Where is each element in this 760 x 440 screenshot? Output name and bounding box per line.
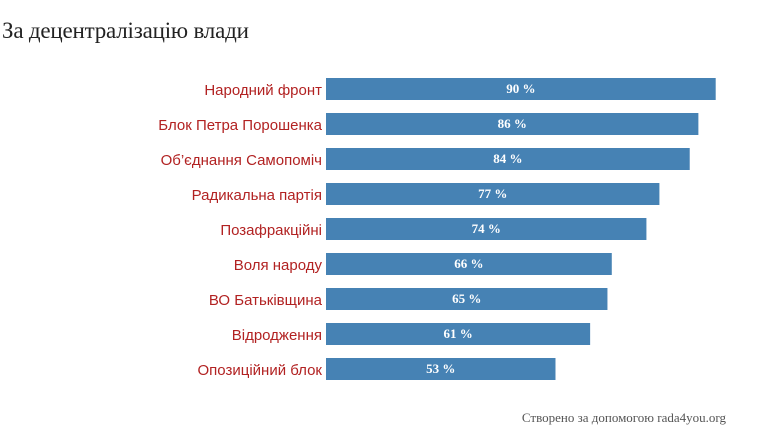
bar [326, 253, 612, 275]
category-label: Відродження [232, 327, 322, 344]
bar [326, 288, 608, 310]
category-label: Радикальна партія [192, 187, 322, 204]
category-label: Воля народу [234, 257, 323, 274]
bar-value-label: 77 % [478, 186, 507, 201]
bar [326, 148, 690, 170]
bar-value-label: 61 % [443, 326, 472, 341]
bar [326, 218, 647, 240]
category-label: Народний фронт [204, 82, 322, 99]
bar-value-label: 65 % [452, 291, 481, 306]
chart-title: За децентралізацію влади [2, 18, 249, 43]
category-label: Опозиційний блок [198, 362, 323, 379]
bar [326, 113, 699, 135]
credit-text: Створено за допомогою rada4you.org [521, 410, 726, 425]
bar-value-label: 86 % [498, 116, 527, 131]
category-label: Об’єднання Самопоміч [161, 152, 322, 169]
bar-value-label: 66 % [454, 256, 483, 271]
bar [326, 78, 716, 100]
bar [326, 183, 660, 205]
bar-value-label: 84 % [493, 151, 522, 166]
category-label: ВО Батьківщина [209, 292, 323, 309]
bar [326, 323, 591, 345]
category-label: Позафракційні [220, 222, 322, 239]
bar-value-label: 90 % [506, 81, 535, 96]
bar [326, 358, 556, 380]
category-label: Блок Петра Порошенка [158, 117, 322, 134]
bar-value-label: 74 % [472, 221, 501, 236]
bar-value-label: 53 % [426, 361, 455, 376]
